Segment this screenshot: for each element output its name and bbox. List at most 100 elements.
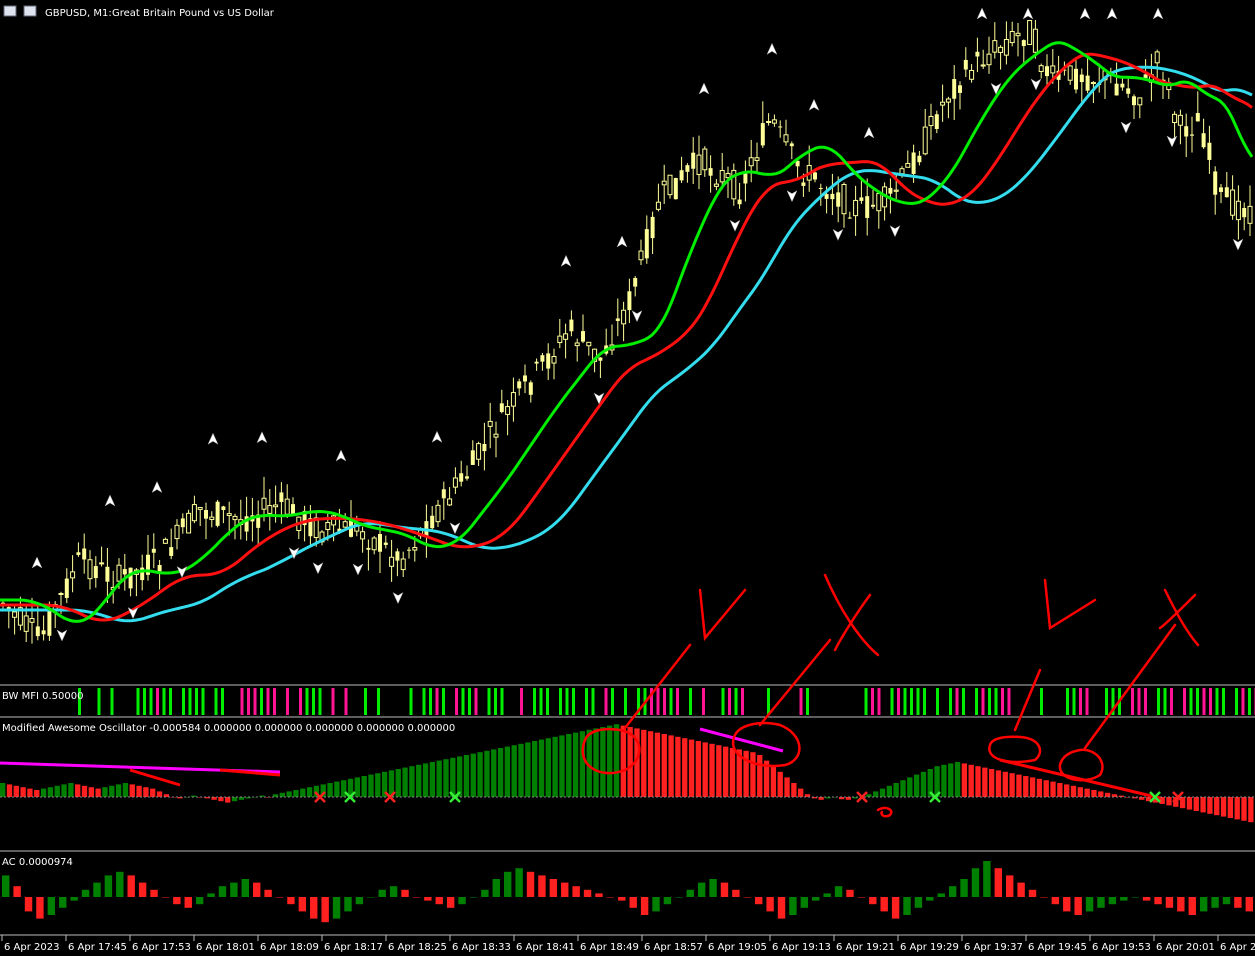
ac-bar	[481, 889, 489, 897]
ac-bar	[389, 886, 398, 897]
mao-bar	[1023, 776, 1029, 797]
ac-bar	[583, 889, 592, 897]
mao-bar	[518, 743, 524, 797]
mfi-bar	[273, 688, 276, 715]
mfi-bar	[546, 688, 549, 715]
mao-bar	[811, 797, 817, 799]
mao-bar	[845, 797, 852, 800]
mao-bar	[1241, 797, 1247, 821]
mao-bar	[163, 794, 170, 797]
mfi-label: BW MFI 0.50000	[2, 691, 83, 702]
mao-bar	[1002, 771, 1008, 797]
annotation-stroke	[1058, 748, 1104, 782]
candle-body-down	[847, 217, 852, 219]
mfi-bar	[318, 688, 322, 715]
mao-bar	[538, 739, 545, 797]
mfi-bar	[565, 688, 569, 715]
symbol-menu-icon[interactable]	[3, 5, 17, 17]
mao-bar	[525, 742, 531, 797]
candle-body-down	[1132, 96, 1136, 106]
candle-body-down	[1074, 68, 1078, 90]
candle-body-down	[528, 382, 533, 395]
candle-body-up	[713, 183, 719, 187]
mao-bar	[1118, 795, 1124, 797]
mfi-bar	[702, 688, 705, 715]
timeframe-icon[interactable]	[23, 5, 37, 17]
mfi-bar	[949, 688, 952, 715]
mfi-bar	[890, 688, 894, 715]
ac-bar	[24, 897, 33, 912]
ac-bar	[994, 868, 1002, 897]
mao-bar	[579, 731, 586, 797]
fractal-down-arrow-icon	[1166, 135, 1178, 148]
annotation-stroke	[698, 588, 747, 642]
buy-signal-x-icon	[929, 791, 941, 803]
mfi-bar	[916, 688, 920, 715]
ac-bar	[1028, 889, 1037, 897]
candle-body-up	[29, 618, 35, 623]
ac-bar	[1222, 897, 1231, 905]
mfi-bar	[1235, 688, 1238, 715]
mfi-bar	[962, 688, 965, 715]
mfi-bar	[936, 688, 939, 715]
ac-bar	[789, 897, 797, 915]
mao-bar	[395, 769, 401, 797]
candle-body-down	[64, 578, 69, 598]
mao-bar	[40, 788, 47, 797]
ac-bar	[275, 897, 284, 898]
ac-bar	[1245, 897, 1253, 912]
mfi-bar	[344, 688, 348, 715]
fractal-up-arrow-icon	[31, 556, 43, 569]
mao-bar	[422, 763, 429, 797]
candle-body-down	[47, 611, 52, 636]
candle-body-down	[644, 229, 649, 259]
ac-bar	[332, 897, 341, 919]
mfi-bar	[474, 688, 478, 715]
candle-body-up	[510, 392, 516, 407]
mfi-bar	[923, 688, 926, 715]
candle-body-down	[244, 516, 249, 532]
candle-body-down	[534, 361, 539, 364]
ac-bar	[1211, 897, 1219, 908]
candle-body-down	[743, 172, 748, 184]
mao-bar	[1036, 778, 1043, 797]
candle-body-up	[400, 558, 406, 571]
candle-body-up	[998, 46, 1004, 53]
mao-bar	[818, 797, 824, 800]
fractal-down-arrow-icon	[312, 562, 324, 575]
candle-body-down	[546, 353, 551, 369]
mao-bar	[102, 787, 108, 797]
candle-body-down	[795, 160, 800, 167]
candle-body-up	[12, 611, 18, 618]
candle-body-up	[342, 521, 348, 528]
candle-body-down	[204, 510, 208, 519]
mfi-bar	[591, 688, 595, 715]
sell-signal-x-icon	[1172, 791, 1184, 803]
mao-bar	[231, 797, 238, 802]
mao-bar	[641, 729, 647, 797]
mao-bar	[954, 762, 961, 797]
ac-bar	[1120, 897, 1128, 901]
candle-body-up	[371, 537, 377, 551]
fractal-up-arrow-icon	[560, 254, 572, 267]
mfi-bar	[1040, 688, 1043, 715]
ac-bar	[960, 879, 968, 897]
mao-bar	[27, 788, 33, 797]
ac-bar	[823, 893, 831, 897]
mfi-bar	[1085, 688, 1089, 715]
mao-bar	[6, 784, 13, 797]
ac-bar	[971, 868, 980, 897]
mao-bar	[532, 741, 538, 797]
fractal-up-arrow-icon	[808, 98, 820, 111]
ac-bar	[1006, 875, 1014, 897]
ac-bar	[697, 882, 706, 897]
fractal-up-arrow-icon	[976, 7, 988, 20]
mfi-bar	[721, 688, 725, 715]
candle-body-down	[180, 518, 185, 528]
candle-body-down	[6, 607, 11, 609]
ac-bar	[629, 897, 637, 908]
candle-body-up	[197, 506, 203, 510]
fractal-down-arrow-icon	[1232, 238, 1244, 251]
candle-body-up	[1003, 39, 1009, 56]
fractal-down-arrow-icon	[127, 606, 139, 620]
